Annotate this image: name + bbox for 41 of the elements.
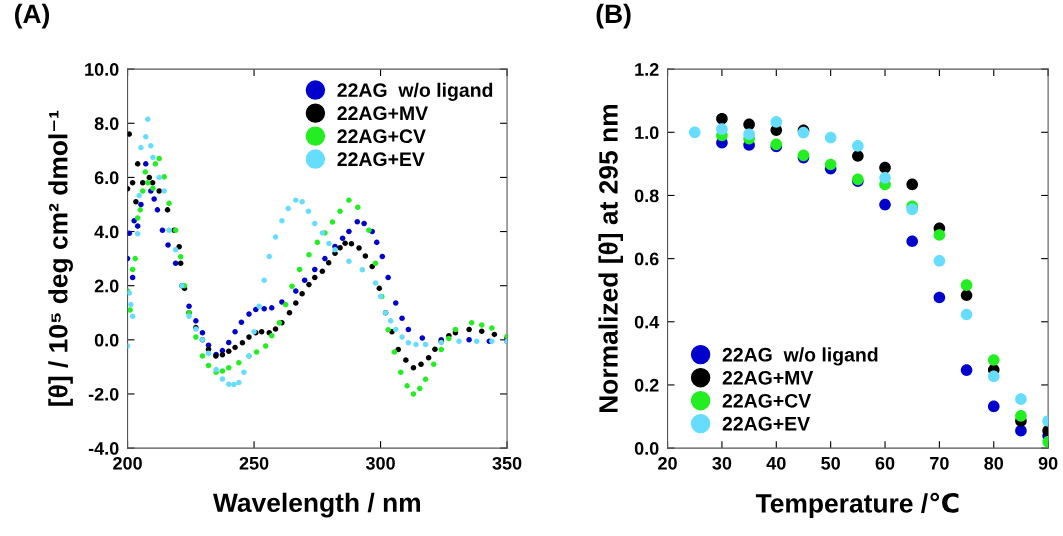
legend-label: 22AG w/o ligand [722,347,878,366]
y-tick-label: 1.2 [635,63,659,76]
x-tick-label: 50 [821,456,840,470]
x-tick-label: 60 [875,456,895,470]
y-tick-label: 1.0 [635,126,659,140]
y-tick-label: -4.0 [88,442,119,455]
y-axis-title: [θ] / 10⁵ deg cm² dmol⁻¹ [48,110,73,406]
legend-label: 22AG+EV [722,416,810,431]
legend-label: 22AG+CV [337,129,426,144]
legend-label: 22AG+MV [337,106,428,121]
chart-title: (A) [15,3,50,29]
x-tick-label: 40 [766,456,786,470]
y-tick-label: 0.2 [634,378,659,392]
y-tick-label: 10.0 [85,63,119,76]
x-tick-label: 250 [239,456,269,470]
chart-title: (B) [596,3,631,29]
y-tick-label: 0.0 [634,442,659,455]
x-tick-label: 80 [984,456,1004,470]
x-tick-label: 20 [658,456,677,470]
y-tick-label: 0.8 [634,189,659,203]
x-tick-label: 90 [1038,456,1058,470]
y-tick-label: 8.0 [94,117,119,130]
y-axis-title: Normalized [θ] at 295 nm [598,105,624,413]
legend-label: 22AG w/o ligand [337,82,493,101]
legend-label: 22AG+CV [722,393,812,408]
x-axis-title: Wavelength / nm [213,492,421,518]
x-tick-label: 300 [365,456,395,470]
y-tick-label: 0.4 [634,315,660,329]
x-tick-label: 70 [930,456,949,470]
y-tick-label: 0.6 [634,252,659,266]
y-tick-label: 2.0 [94,279,119,293]
legend-label: 22AG+EV [337,152,425,167]
x-axis-title: Temperature /℃ [755,492,959,518]
legend-label: 22AG+MV [722,370,814,385]
y-tick-label: 0.0 [94,333,119,347]
x-tick-label: 30 [712,456,732,470]
y-tick-label: 6.0 [94,171,119,185]
y-tick-label: -2.0 [88,387,119,401]
x-tick-label: 200 [113,456,142,470]
y-tick-label: 4.0 [94,225,119,239]
x-tick-label: 350 [492,456,522,470]
